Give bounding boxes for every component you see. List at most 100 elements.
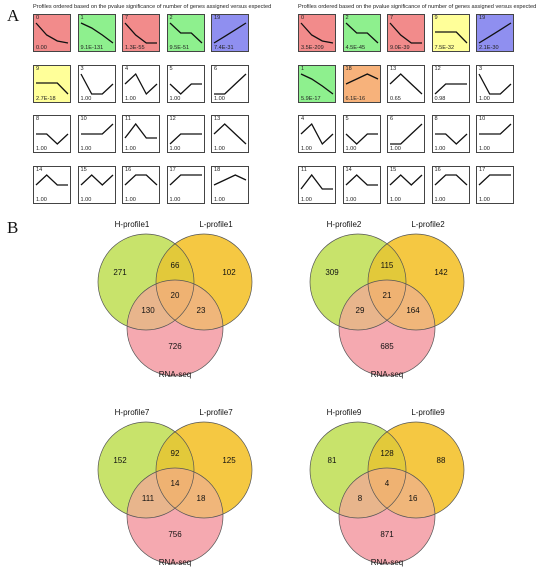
circle-outline xyxy=(97,421,195,519)
profile-id: 13 xyxy=(214,116,221,122)
profile-line xyxy=(169,82,202,95)
profile-line xyxy=(345,133,378,145)
profile-line xyxy=(345,22,378,44)
profile-pvalue: 9.1E-131 xyxy=(80,45,104,51)
profile-trend-line xyxy=(434,173,467,185)
profile-line xyxy=(124,72,158,95)
lr-count: 18 xyxy=(197,494,206,503)
profile-trend-line xyxy=(345,72,378,85)
rna-only-count: 726 xyxy=(168,342,182,351)
profile-cell: 15 1.00 xyxy=(77,165,116,204)
hl-count: 66 xyxy=(171,261,180,270)
profile-id: 18 xyxy=(345,65,352,72)
profile-trend-line xyxy=(124,173,158,185)
profile-id: 18 xyxy=(214,166,221,173)
h-only-count: 152 xyxy=(113,456,127,465)
profile-pvalue: 9.0E-39 xyxy=(390,45,410,51)
profile-line xyxy=(35,22,69,44)
profile-id: 9 xyxy=(434,15,438,21)
venn-diagram: H-profile1 L-profile1 RNA-seq 271 102 726 66 13… xyxy=(97,220,253,379)
profile-trend-line xyxy=(124,122,157,139)
profile-cell: 16 1.00 xyxy=(122,165,160,204)
l-only-count: 88 xyxy=(437,456,446,465)
profile-cell: 7 9.0E-39 xyxy=(387,14,425,52)
profile-trend-line xyxy=(345,133,378,145)
profile-pvalue: 0.98 xyxy=(434,95,446,102)
profile-id: 17 xyxy=(169,166,176,173)
profile-pvalue: 9.5E-51 xyxy=(169,45,190,51)
profile-line xyxy=(300,173,333,190)
l-only-count: 102 xyxy=(222,268,236,277)
profile-id: 14 xyxy=(36,166,43,173)
profile-cell: 2 9.5E-51 xyxy=(166,14,205,52)
profile-line xyxy=(35,173,68,186)
profile-id: 2 xyxy=(169,15,173,21)
profile-grid-left: Profiles ordered based on the pvalue sig… xyxy=(33,4,271,204)
profile-trend-line xyxy=(390,123,423,145)
profile-line xyxy=(479,123,512,135)
profile-pvalue: 1.00 xyxy=(479,196,490,203)
profile-trend-line xyxy=(36,133,69,145)
lr-count: 16 xyxy=(409,494,418,503)
profile-id: 1 xyxy=(80,15,84,21)
profile-id: 15 xyxy=(390,166,397,173)
profile-trend-line xyxy=(124,22,157,44)
profile-pvalue: 4.5E-45 xyxy=(345,45,366,51)
profile-id: 4 xyxy=(125,65,129,72)
profile-pvalue: 1.00 xyxy=(80,196,92,203)
profile-cell: 6 1.00 xyxy=(211,64,249,103)
profile-pvalue: 1.00 xyxy=(169,196,181,203)
profile-line xyxy=(124,173,158,185)
profile-line xyxy=(478,173,511,185)
profile-cell: 18 6.1E-16 xyxy=(342,64,381,103)
hr-count: 8 xyxy=(358,494,363,503)
profile-trend-line xyxy=(169,82,202,95)
profile-pvalue: 1.00 xyxy=(434,146,446,152)
profile-pvalue: 1.00 xyxy=(169,95,181,102)
profile-cell: 9 7.5E-32 xyxy=(431,14,470,52)
profile-id: 6 xyxy=(390,116,394,122)
grid-title: Profiles ordered based on the pvalue sig… xyxy=(298,4,537,10)
profile-line xyxy=(213,173,247,186)
profile-trend-line xyxy=(169,173,202,185)
profile-id: 11 xyxy=(125,116,131,122)
circle-outline xyxy=(309,233,407,331)
profile-id: 16 xyxy=(434,166,441,173)
profile-id: 10 xyxy=(479,116,486,122)
profile-cell: 5 1.00 xyxy=(166,64,205,103)
l-profile-label: L-profile9 xyxy=(411,408,445,417)
profile-cell: 3 1.00 xyxy=(77,64,116,103)
profile-pvalue: 1.00 xyxy=(345,196,357,203)
profile-line xyxy=(390,123,423,145)
profile-id: 7 xyxy=(390,15,394,21)
profile-line xyxy=(169,22,202,44)
profile-id: 19 xyxy=(479,15,486,21)
profile-cell: 9 2.7E-18 xyxy=(33,64,71,103)
profile-trend-line xyxy=(345,22,378,44)
profile-trend-line xyxy=(434,82,467,94)
profile-line xyxy=(79,73,113,95)
profile-grid-right: Profiles ordered based on the pvalue sig… xyxy=(298,4,536,204)
profile-pvalue: 1.00 xyxy=(214,196,225,203)
venn-diagram: H-profile7 L-profile7 RNA-seq 152 125 756 92 11… xyxy=(97,408,253,567)
profile-line xyxy=(124,22,157,44)
profile-pvalue: 1.00 xyxy=(479,146,490,152)
circle-outline xyxy=(97,233,195,331)
profile-trend-line xyxy=(35,22,69,44)
profile-cell: 18 1.00 xyxy=(211,165,249,204)
profile-pvalue: 0.65 xyxy=(390,95,401,102)
profile-trend-line xyxy=(35,173,68,186)
l-profile-label: L-profile7 xyxy=(199,408,233,417)
profile-id: 16 xyxy=(125,166,132,173)
profile-cell: 19 2.1E-30 xyxy=(476,14,514,52)
h-only-count: 81 xyxy=(328,456,337,465)
profile-line xyxy=(300,72,334,95)
rna-seq-label: RNA-seq xyxy=(159,370,191,379)
profile-line xyxy=(434,173,467,185)
profile-pvalue: 1.3E-55 xyxy=(125,45,145,51)
profile-pvalue: 1.00 xyxy=(80,146,92,152)
profile-id: 0 xyxy=(36,15,40,21)
profile-trend-line xyxy=(80,123,113,135)
profile-pvalue: 1.00 xyxy=(345,146,357,152)
l-only-count: 125 xyxy=(222,456,236,465)
